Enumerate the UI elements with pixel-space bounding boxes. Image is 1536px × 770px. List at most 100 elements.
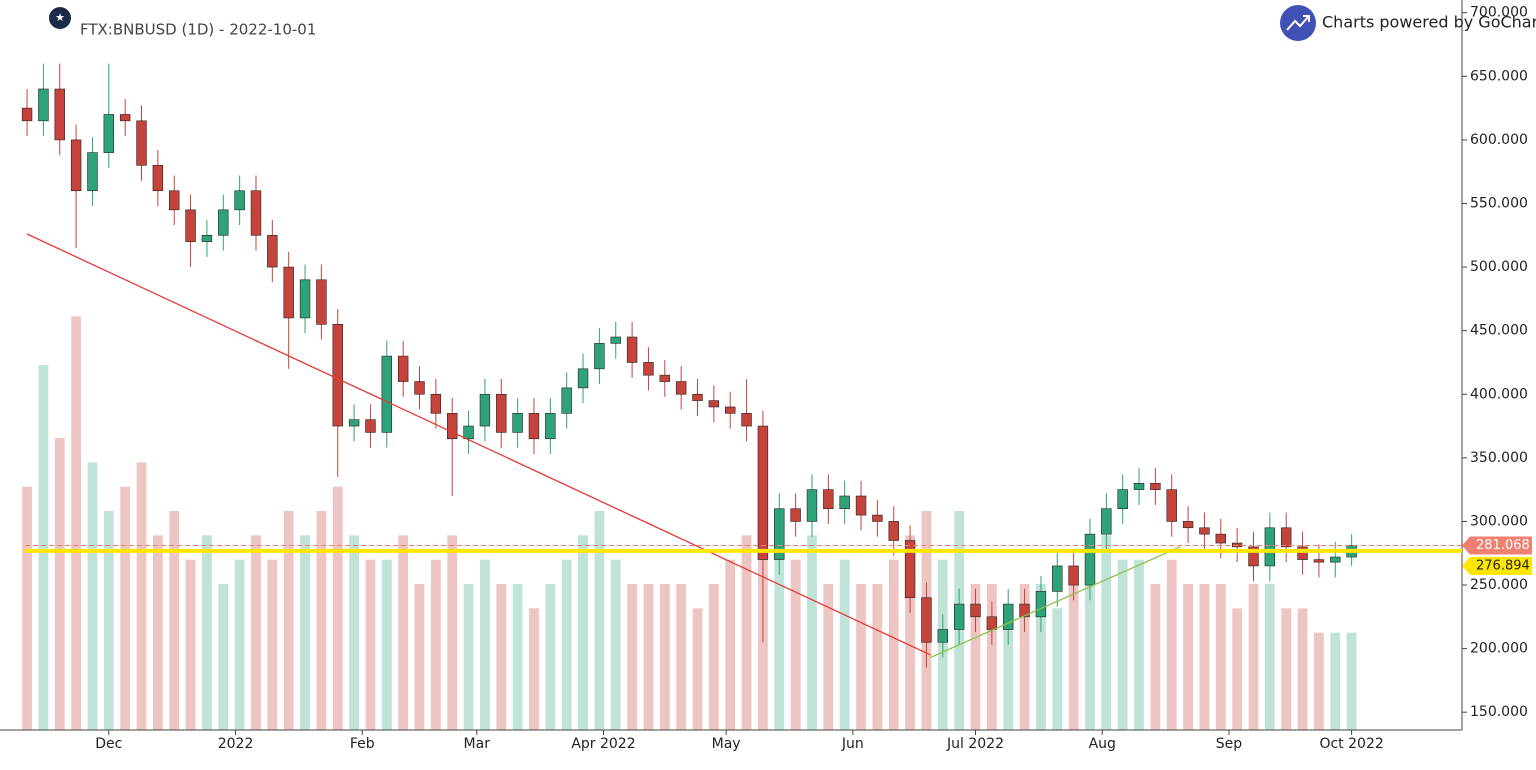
volume-bar: [1264, 584, 1275, 730]
candle-body: [774, 508, 785, 560]
candle-body: [986, 616, 998, 630]
volume-bar: [463, 584, 474, 730]
volume-bar: [905, 535, 915, 730]
volume-bar: [169, 511, 180, 730]
volume-bar: [512, 584, 523, 730]
volume-bar: [185, 559, 196, 730]
volume-bar: [22, 486, 32, 730]
volume-bar: [823, 584, 834, 730]
volume-bar: [856, 584, 866, 730]
symbol-icon-star: ★: [55, 11, 65, 24]
volume-bar: [1117, 559, 1128, 730]
volume-bar: [1036, 584, 1046, 730]
candle-body: [1248, 546, 1259, 567]
candle-body: [1231, 542, 1243, 548]
candle-body: [675, 381, 687, 395]
x-tick-label: Feb: [350, 736, 375, 752]
volume-bar: [1134, 559, 1144, 730]
volume-bar: [659, 584, 670, 730]
candle-body: [725, 406, 736, 414]
candle-body: [1101, 508, 1112, 535]
volume-bar: [332, 486, 343, 730]
last-price-badge: [1462, 536, 1532, 555]
volume-bar: [839, 559, 850, 730]
plot-area: [21, 63, 1357, 730]
volume-bar: [103, 511, 114, 730]
symbol-icon: [49, 7, 71, 29]
candle-body: [447, 413, 458, 440]
candle-body: [937, 629, 949, 643]
volume-bar: [578, 535, 588, 730]
candle-body: [1330, 556, 1341, 563]
candle-body: [888, 521, 899, 541]
candle-body: [1150, 482, 1161, 490]
candle-body: [463, 425, 474, 440]
candle-body: [103, 114, 115, 153]
candle-body: [545, 413, 556, 440]
candle-body: [1117, 489, 1128, 510]
volume-bar: [38, 365, 49, 730]
volume-bar: [218, 584, 229, 730]
volume-bar: [529, 608, 539, 730]
candle-body: [1166, 489, 1177, 522]
volume-bar: [202, 535, 212, 730]
volume-bar: [1281, 608, 1292, 730]
last-price-label: 281.068: [1476, 538, 1530, 553]
candle-body: [38, 88, 49, 122]
candle-body: [1133, 482, 1145, 490]
y-tick-label: 150.000: [1470, 704, 1528, 720]
volume-bar: [610, 559, 621, 730]
candle-body: [610, 336, 621, 344]
candle-body: [970, 603, 981, 618]
volume-bar: [71, 316, 82, 730]
y-tick-label: 250.000: [1470, 577, 1528, 593]
candle-body: [659, 374, 671, 382]
candle-body: [904, 540, 916, 599]
candle-body: [577, 368, 589, 389]
volume-bar: [1215, 584, 1226, 730]
volume-bar: [316, 511, 327, 730]
volume-bar: [594, 511, 605, 730]
volume-bar: [627, 584, 638, 730]
volume-bar: [725, 559, 736, 730]
candle-body: [299, 279, 311, 319]
volume-bar: [1052, 608, 1063, 730]
candle-body: [643, 362, 654, 376]
y-tick-label: 700.000: [1470, 5, 1528, 21]
volume-bar: [692, 608, 703, 730]
volume-bar: [790, 559, 801, 730]
candle-body: [169, 190, 180, 211]
candle-body: [201, 234, 213, 242]
x-tick-label: Apr 2022: [571, 736, 635, 752]
candle-body: [267, 234, 278, 268]
trendline: [930, 546, 1181, 659]
candle-body: [1084, 533, 1096, 586]
candle-body: [953, 603, 965, 630]
chart-title: FTX:BNBUSD (1D) - 2022-10-01: [80, 21, 316, 39]
volume-bar: [267, 559, 278, 730]
volume-bar: [888, 559, 899, 730]
volume-bar: [152, 535, 163, 730]
candle-body: [806, 489, 818, 522]
candle-body: [1182, 521, 1194, 529]
candle-body: [430, 393, 442, 414]
candle-body: [855, 495, 867, 516]
y-tick-label: 550.000: [1470, 195, 1528, 211]
x-tick-label: Jul 2022: [946, 736, 1004, 752]
candle-body: [708, 400, 720, 408]
candle-body: [479, 393, 491, 427]
candle-body: [1313, 559, 1325, 563]
volume-bar: [430, 559, 441, 730]
candle-body: [528, 413, 540, 440]
x-tick-label: Sep: [1216, 736, 1243, 752]
volume-bar: [1199, 584, 1210, 730]
candle-body: [1215, 533, 1227, 544]
support-label: 276.894: [1476, 558, 1530, 573]
candle-body: [218, 209, 229, 236]
x-tick-label: Oct 2022: [1319, 736, 1383, 752]
candle-body: [757, 425, 769, 560]
y-tick-label: 400.000: [1470, 386, 1528, 402]
volume-bar: [1314, 632, 1324, 730]
x-tick-label: Jun: [841, 736, 864, 752]
